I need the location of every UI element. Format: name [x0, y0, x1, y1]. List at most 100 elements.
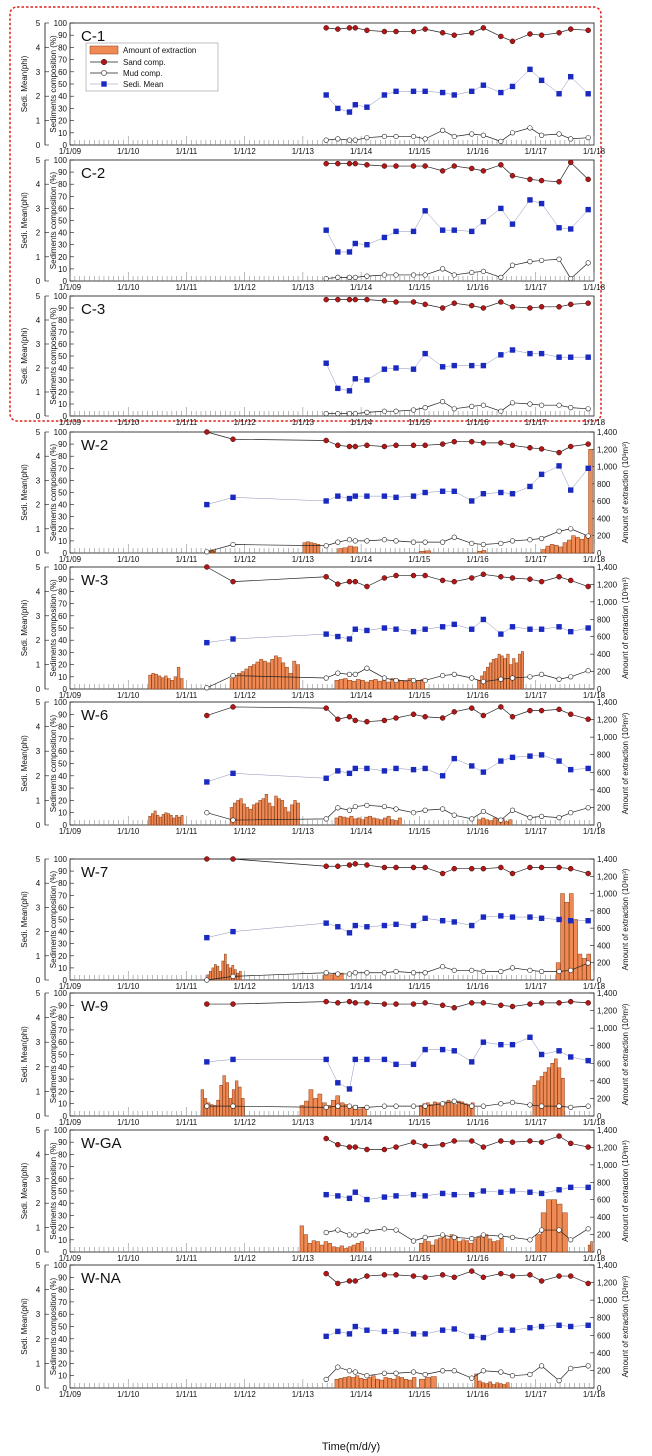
panel-title: W-NA — [81, 1270, 121, 1287]
sand-comp-point — [451, 865, 458, 872]
sand-comp-point — [230, 856, 236, 862]
extraction-bar — [176, 666, 181, 690]
extraction-bar — [508, 819, 513, 826]
extraction-bar — [221, 960, 225, 981]
sedi-mean-point — [509, 1041, 516, 1048]
extraction-tick-label: 400 — [597, 1349, 611, 1358]
extraction-tick-label: 1,000 — [597, 1296, 618, 1305]
x-tick-label: 1/1/17 — [525, 827, 548, 836]
pct-tick-label: 50 — [58, 1323, 67, 1332]
mud-comp-point — [422, 539, 428, 545]
extraction-bar — [209, 971, 212, 981]
sand-comp-point — [393, 28, 399, 35]
sand-comp-point — [381, 717, 388, 724]
sand-comp-point — [346, 160, 353, 167]
sedi-mean-point — [422, 1193, 428, 1199]
extraction-bar — [408, 1379, 413, 1389]
pct-tick-label: 30 — [58, 784, 67, 793]
phi-tick-label: 1 — [36, 253, 41, 262]
sedi-mean-point — [422, 489, 428, 496]
mud-comp-point — [498, 1369, 504, 1375]
sedi-mean-point — [585, 465, 591, 471]
pct-tick-label: 10 — [58, 400, 67, 409]
sedi-mean-point — [585, 1057, 591, 1064]
sedi-mean-point — [439, 773, 446, 779]
sand-comp-point — [538, 1000, 545, 1006]
x-tick-label: 1/1/12 — [234, 555, 257, 564]
sand-comp-point — [498, 162, 504, 168]
phi-tick-label: 5 — [36, 1261, 41, 1270]
mud-comp-point — [410, 407, 417, 413]
extraction-bar — [436, 1102, 440, 1117]
extraction-bar — [338, 1378, 343, 1389]
legend-sand-marker — [100, 58, 108, 66]
pct-tick-label: 60 — [58, 1038, 67, 1047]
sedi-mean-point — [451, 1191, 457, 1198]
pct-tick-label: 90 — [58, 168, 67, 177]
mud-comp-point — [410, 133, 417, 140]
extraction-bar — [419, 1105, 423, 1117]
sand-comp-point — [538, 304, 545, 310]
pct-tick-label: 70 — [58, 192, 67, 201]
extraction-tick-label: 0 — [597, 821, 602, 830]
sedi-mean-point — [364, 493, 370, 499]
pct-tick-label: 30 — [58, 376, 67, 385]
sedi-mean-point — [393, 1328, 399, 1335]
pct-tick-label: 40 — [58, 1335, 67, 1344]
sedi-mean-point — [556, 1322, 562, 1328]
pct-tick-label: 90 — [58, 575, 67, 584]
extraction-bar — [443, 1101, 447, 1117]
mud-comp-point — [527, 1237, 533, 1243]
sand-comp-point — [352, 443, 359, 450]
x-tick-label: 1/1/14 — [350, 147, 373, 156]
extraction-bar — [390, 678, 395, 690]
sedi-mean-point — [335, 1193, 341, 1199]
mud-comp-point — [538, 1363, 545, 1369]
sand-comp-point — [480, 305, 487, 311]
sand-comp-point — [393, 442, 399, 449]
sand-comp-point — [346, 998, 353, 1005]
sedi-mean-point — [509, 1327, 516, 1333]
mud-comp-point — [323, 675, 329, 681]
extraction-bar — [403, 1378, 409, 1389]
sand-comp-point — [439, 1141, 446, 1148]
mud-comp-point — [585, 406, 591, 412]
sand-comp-point — [352, 578, 359, 585]
extraction-bar — [426, 1241, 431, 1253]
sand-comp-point — [498, 864, 504, 871]
mud-comp-point — [410, 970, 417, 976]
extraction-tick-label: 600 — [597, 633, 611, 642]
extraction-bar — [445, 1238, 450, 1253]
sand-comp-point — [335, 863, 341, 870]
extraction-tick-label: 0 — [597, 1384, 602, 1393]
sand-comp-point — [410, 1001, 417, 1007]
sedi-mean-point — [480, 769, 487, 775]
mud-comp-point — [568, 1104, 574, 1110]
sand-comp-point — [509, 172, 516, 179]
sedi-mean-point — [480, 1188, 487, 1194]
sedi-mean-point — [451, 227, 457, 233]
mud-comp-point — [352, 274, 358, 280]
mud-comp-point — [585, 1103, 591, 1109]
extraction-tick-label: 1,400 — [597, 1261, 618, 1270]
extraction-bar — [172, 817, 176, 826]
sedi-mean-point — [410, 228, 417, 235]
x-tick-label: 1/1/11 — [176, 418, 198, 427]
extraction-bar — [553, 1058, 558, 1117]
mud-comp-point — [422, 970, 428, 976]
extraction-bar — [357, 1108, 363, 1117]
extraction-bar — [375, 1378, 380, 1389]
sedi-mean-point — [509, 914, 516, 920]
mud-comp-point — [364, 273, 370, 279]
sedi-mean-point — [204, 1059, 210, 1065]
mud-comp-point — [527, 259, 533, 265]
extraction-tick-label: 0 — [597, 1112, 602, 1121]
x-tick-label: 1/1/18 — [583, 827, 606, 836]
x-tick-label: 1/1/09 — [59, 418, 82, 427]
extraction-bar — [334, 1378, 339, 1389]
mud-comp-point — [346, 411, 353, 417]
sand-comp-point — [498, 440, 504, 446]
mud-comp-point — [346, 137, 353, 143]
sedi-mean-point — [509, 83, 516, 90]
extraction-bar — [351, 680, 357, 690]
